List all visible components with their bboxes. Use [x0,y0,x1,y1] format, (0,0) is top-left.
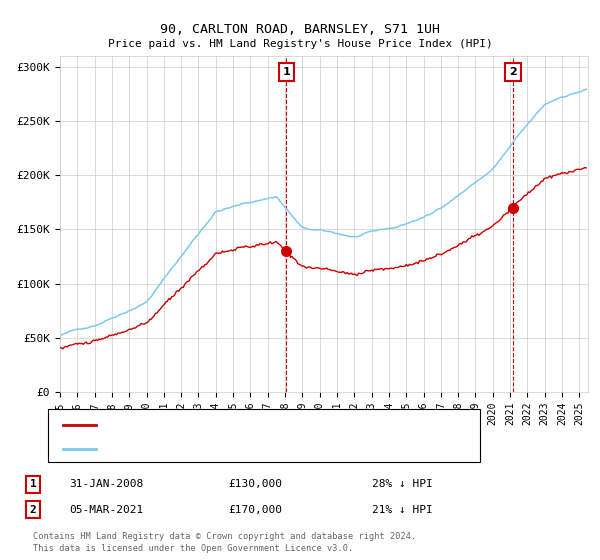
Text: Contains HM Land Registry data © Crown copyright and database right 2024.
This d: Contains HM Land Registry data © Crown c… [33,533,416,553]
Text: HPI: Average price, detached house, Barnsley: HPI: Average price, detached house, Barn… [102,444,377,454]
Text: 90, CARLTON ROAD, BARNSLEY, S71 1UH (detached house): 90, CARLTON ROAD, BARNSLEY, S71 1UH (det… [102,420,427,430]
Text: 2: 2 [509,67,517,77]
Text: 1: 1 [283,67,290,77]
Text: 1: 1 [29,479,37,489]
Text: £130,000: £130,000 [228,479,282,489]
Text: £170,000: £170,000 [228,505,282,515]
Text: 2: 2 [29,505,37,515]
Text: 31-JAN-2008: 31-JAN-2008 [69,479,143,489]
Text: Price paid vs. HM Land Registry's House Price Index (HPI): Price paid vs. HM Land Registry's House … [107,39,493,49]
Text: 05-MAR-2021: 05-MAR-2021 [69,505,143,515]
Text: 90, CARLTON ROAD, BARNSLEY, S71 1UH: 90, CARLTON ROAD, BARNSLEY, S71 1UH [160,24,440,36]
Text: 21% ↓ HPI: 21% ↓ HPI [372,505,433,515]
Text: 28% ↓ HPI: 28% ↓ HPI [372,479,433,489]
